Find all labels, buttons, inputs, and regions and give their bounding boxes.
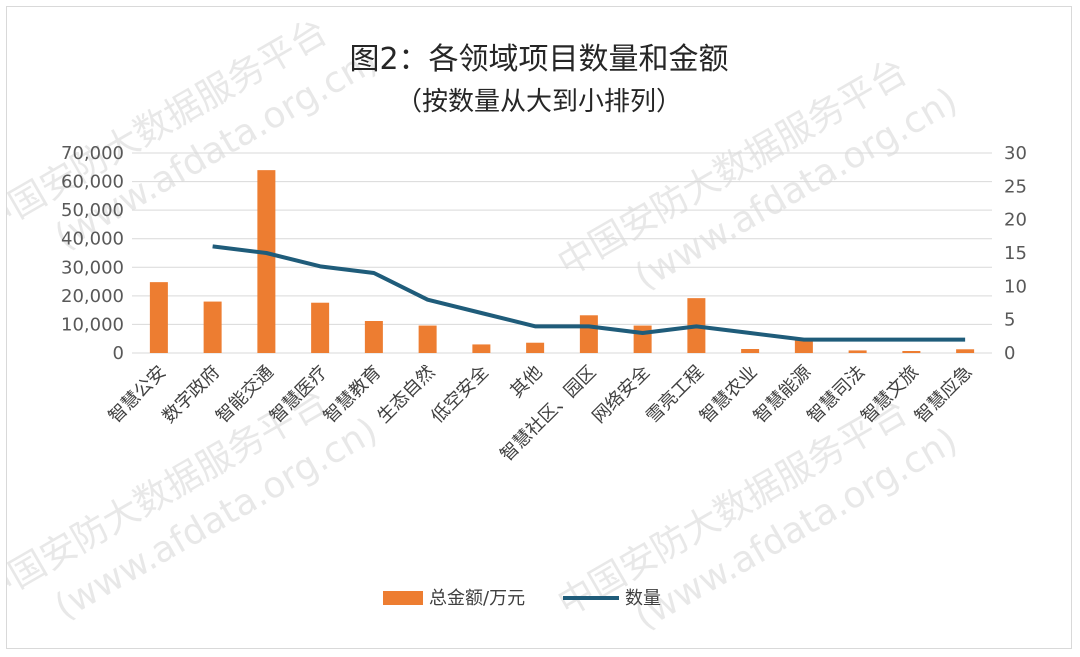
category-label: 智慧社区、园区 [496,362,600,466]
bar [472,344,491,353]
category-label: 智慧农业 [696,362,762,428]
right-tick-label: 15 [1004,243,1027,264]
category-label: 数字政府 [158,362,224,428]
category-label: 雪亮工程 [642,362,708,428]
bar [633,325,652,353]
category-label: 生态自然 [373,362,439,428]
legend: 总金额/万元 数量 [383,588,661,609]
right-tick-label: 30 [1004,143,1027,164]
line-path [212,244,966,342]
bar [257,170,276,353]
right-tick-label: 20 [1004,210,1027,231]
right-tick-label: 0 [1004,343,1015,364]
legend-line-label: 数量 [625,588,661,609]
left-tick-label: 50,000 [61,200,124,221]
category-label: 网络安全 [588,362,654,428]
bar [418,325,437,353]
left-tick-label: 0 [113,343,124,364]
left-tick-label: 20,000 [61,286,124,307]
chart-frame: 中国安防大数据服务平台 (www.afdata.org.cn) 中国安防大数据服务平… [6,6,1072,649]
bar [311,302,330,353]
left-axis-ticks: 0 10,000 20,000 30,000 40,000 50,000 60,000 70,… [61,143,124,364]
category-label: 低空安全 [427,362,493,428]
right-tick-label: 10 [1004,276,1027,297]
right-tick-label: 5 [1004,310,1015,331]
bar [149,282,168,353]
left-tick-label: 60,000 [61,172,124,193]
chart-title: 图2：各领域项目数量和金额 [349,42,728,77]
line-series [212,244,966,342]
bar [794,339,813,353]
chart-subtitle: （按数量从大到小排列） [396,87,682,117]
legend-bar-swatch [383,591,423,605]
left-tick-label: 70,000 [61,143,124,164]
bar [364,321,383,353]
bar [526,342,545,353]
right-axis-ticks: 0 5 10 15 20 25 30 [1004,143,1027,364]
left-tick-label: 30,000 [61,257,124,278]
category-label: 智慧能源 [750,362,816,428]
chart-svg: 中国安防大数据服务平台(www.afdata.org.cn) 中国安防大数据服务平… [7,11,1027,638]
left-tick-label: 40,000 [61,229,124,250]
right-tick-label: 25 [1004,176,1027,197]
bar [902,351,921,353]
legend-bar-label: 总金额/万元 [429,588,525,609]
bar [848,350,867,353]
bar [741,349,760,353]
bar [203,301,222,353]
category-label: 其他 [506,362,546,402]
category-label: 智慧公安 [105,362,171,428]
category-label: 智慧应急 [911,362,977,428]
left-tick-label: 10,000 [61,314,124,335]
watermark: 中国安防大数据服务平台(www.afdata.org.cn) [551,51,964,298]
bar [956,349,975,353]
bar [579,315,598,353]
